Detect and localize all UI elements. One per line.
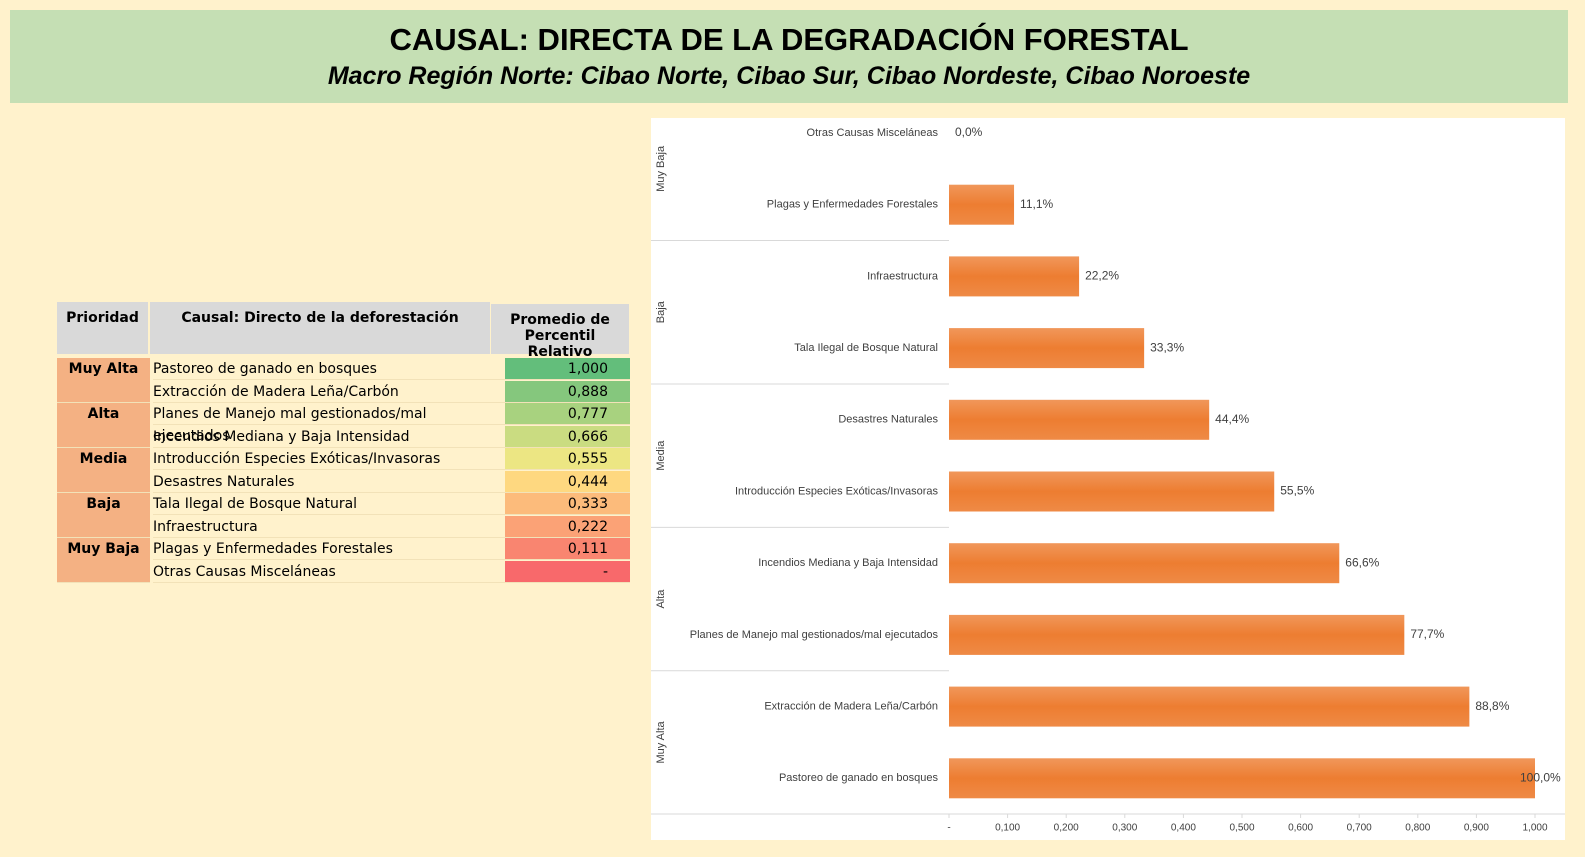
value-cell: 0,888: [505, 380, 630, 403]
value-cell: 0,777: [505, 403, 630, 425]
value-label: 33,3%: [1150, 340, 1184, 354]
x-tick-label: 0,700: [1347, 823, 1372, 834]
subtitle: Macro Región Norte: Cibao Norte, Cibao S…: [327, 62, 1251, 90]
category-label: Tala Ilegal de Bosque Natural: [794, 342, 938, 354]
bar: [949, 184, 1015, 225]
x-tick-label: 0,300: [1112, 823, 1137, 834]
category-label: Introducción Especies Exóticas/Invasoras: [735, 485, 938, 497]
category-label: Pastoreo de ganado en bosques: [779, 772, 939, 784]
group-label: Baja: [655, 300, 667, 323]
value-cell: -: [505, 560, 630, 583]
x-tick-label: 1,000: [1522, 823, 1547, 834]
category-label: Planes de Manejo mal gestionados/mal eje…: [690, 629, 939, 641]
value-cell: 0,333: [505, 493, 630, 515]
bar: [949, 543, 1340, 584]
causal-cell: Extracción de Madera Leña/Carbón: [153, 381, 505, 403]
value-cell: 0,555: [505, 448, 630, 470]
value-label: 88,8%: [1475, 699, 1509, 713]
column-header: Causal: Directo de la deforestación: [150, 302, 492, 354]
x-tick-label: 0,200: [1054, 823, 1079, 834]
category-label: Desastres Naturales: [838, 414, 938, 426]
x-tick-label: 0,500: [1229, 823, 1254, 834]
group-label: Muy Alta: [655, 720, 667, 763]
causal-cell: Incendios Mediana y Baja Intensidad: [153, 426, 505, 448]
priority-cell: Muy Alta: [57, 358, 150, 403]
category-label: Otras Causas Misceláneas: [807, 127, 939, 139]
category-label: Infraestructura: [867, 270, 939, 282]
group-label: Muy Baja: [655, 145, 667, 192]
value-cell: 0,222: [505, 515, 630, 538]
causal-cell: Pastoreo de ganado en bosques: [153, 358, 505, 380]
causal-cell: Otras Causas Misceláneas: [153, 561, 505, 583]
bar: [949, 328, 1145, 369]
priority-cell: Alta: [57, 403, 150, 448]
value-label: 66,6%: [1345, 555, 1379, 569]
category-label: Incendios Mediana y Baja Intensidad: [758, 557, 938, 569]
causal-cell: Introducción Especies Exóticas/Invasoras: [153, 448, 505, 470]
group-label: Alta: [655, 589, 667, 609]
value-label: 55,5%: [1280, 484, 1314, 498]
x-tick-label: 0,600: [1288, 823, 1313, 834]
value-label: 11,1%: [1020, 197, 1053, 211]
bar: [949, 399, 1210, 440]
value-cell: 0,666: [505, 425, 630, 448]
x-tick-label: 0,800: [1405, 823, 1430, 834]
category-label: Extracción de Madera Leña/Carbón: [764, 701, 938, 713]
value-label: 100,0%: [1520, 770, 1561, 784]
column-header: Prioridad: [57, 302, 150, 354]
causal-cell: Tala Ilegal de Bosque Natural: [153, 493, 505, 515]
bar: [949, 256, 1080, 297]
x-tick-label: -: [947, 823, 950, 834]
bar: [949, 686, 1470, 727]
value-cell: 0,444: [505, 470, 630, 493]
bar: [949, 471, 1275, 512]
value-label: 0,0%: [955, 125, 983, 139]
category-label: Plagas y Enfermedades Forestales: [767, 199, 939, 211]
value-label: 77,7%: [1410, 627, 1444, 641]
value-label: 22,2%: [1085, 269, 1119, 283]
bar: [949, 614, 1405, 655]
value-cell: 0,111: [505, 538, 630, 560]
group-label: Media: [655, 440, 667, 471]
x-tick-label: 0,100: [995, 823, 1020, 834]
priority-cell: Baja: [57, 493, 150, 538]
column-header: Promedio de Percentil Relativo: [491, 304, 631, 360]
value-label: 44,4%: [1215, 412, 1249, 426]
x-tick-label: 0,400: [1171, 823, 1196, 834]
header: CAUSAL: DIRECTA DE LA DEGRADACIÓN FOREST…: [10, 10, 1568, 103]
priority-cell: Muy Baja: [57, 538, 150, 583]
value-cell: 1,000: [505, 358, 630, 380]
causal-cell: Desastres Naturales: [153, 471, 505, 493]
title: CAUSAL: DIRECTA DE LA DEGRADACIÓN FOREST…: [389, 22, 1189, 57]
x-tick-label: 0,900: [1464, 823, 1489, 834]
causal-cell: Infraestructura: [153, 516, 505, 538]
bar: [949, 758, 1535, 799]
causal-cell: Plagas y Enfermedades Forestales: [153, 538, 505, 560]
causal-cell: Planes de Manejo mal gestionados/mal eje…: [153, 403, 505, 444]
priority-cell: Media: [57, 448, 150, 493]
